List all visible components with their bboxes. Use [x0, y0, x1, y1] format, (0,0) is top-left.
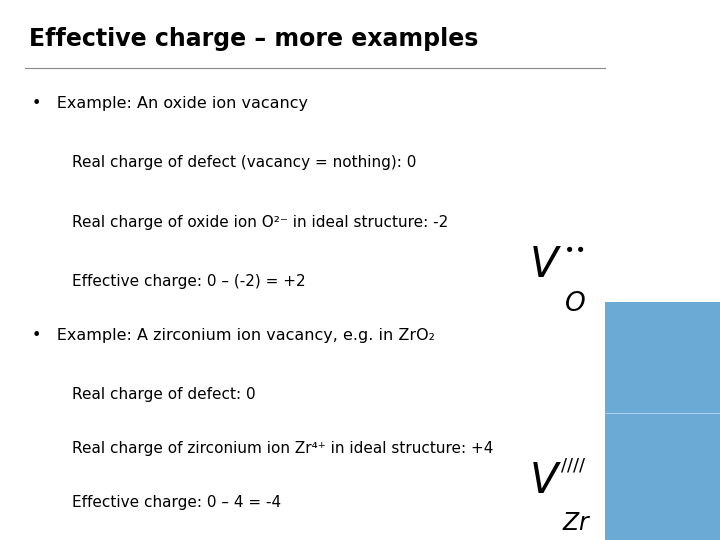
Text: $\mathit{////}$: $\mathit{////}$	[560, 456, 586, 474]
Text: Effective charge: 0 – (-2) = +2: Effective charge: 0 – (-2) = +2	[72, 274, 305, 289]
Text: Real charge of oxide ion O²⁻ in ideal structure: -2: Real charge of oxide ion O²⁻ in ideal st…	[72, 214, 449, 230]
Text: $\bullet\!\bullet$: $\bullet\!\bullet$	[563, 239, 585, 256]
Text: $V$: $V$	[529, 244, 562, 286]
Text: •   Example: An oxide ion vacancy: • Example: An oxide ion vacancy	[32, 96, 308, 111]
Text: Effective charge: 0 – 4 = -4: Effective charge: 0 – 4 = -4	[72, 495, 281, 510]
Text: $O$: $O$	[564, 291, 585, 316]
Text: Real charge of defect: 0: Real charge of defect: 0	[72, 387, 256, 402]
Text: Real charge of zirconium ion Zr⁴⁺ in ideal structure: +4: Real charge of zirconium ion Zr⁴⁺ in ide…	[72, 441, 493, 456]
Text: Real charge of defect (vacancy = nothing): 0: Real charge of defect (vacancy = nothing…	[72, 155, 416, 170]
Bar	[605, 302, 720, 540]
Text: •   Example: A zirconium ion vacancy, e.g. in ZrO₂: • Example: A zirconium ion vacancy, e.g.…	[32, 328, 436, 343]
Text: Effective charge – more examples: Effective charge – more examples	[29, 27, 478, 51]
Text: $Zr$: $Zr$	[562, 511, 591, 535]
Text: $V$: $V$	[529, 460, 562, 502]
